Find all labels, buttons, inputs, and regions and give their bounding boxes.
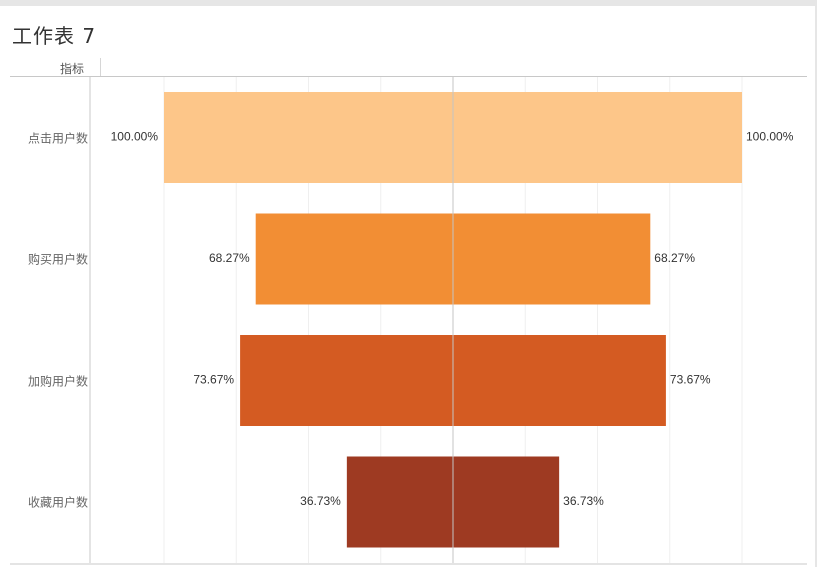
sheet-title: 工作表 7 [12, 24, 97, 48]
value-label-left-favorite: 36.73% [300, 494, 341, 508]
value-label-left-add-cart: 73.67% [193, 373, 234, 387]
bar-right-purchase[interactable] [453, 213, 651, 305]
value-label-left-purchase: 68.27% [209, 251, 250, 265]
value-label-right-favorite: 36.73% [563, 494, 604, 508]
bar-left-add-cart[interactable] [240, 335, 453, 426]
value-label-right-click: 100.00% [746, 130, 794, 144]
bar-right-favorite[interactable] [453, 456, 560, 548]
header-separator [100, 58, 101, 76]
bar-left-favorite[interactable] [346, 456, 453, 548]
value-label-right-add-cart: 73.67% [670, 373, 711, 387]
category-label-click: 点击用户数 [27, 131, 88, 145]
value-label-left-click: 100.00% [111, 130, 159, 144]
header-divider [10, 76, 807, 77]
window-right-border [815, 0, 817, 567]
window-top-border [0, 0, 817, 6]
category-label-add-cart: 加购用户数 [27, 374, 88, 388]
dimension-header: 指标 [60, 62, 85, 76]
bar-left-purchase[interactable] [255, 213, 453, 305]
category-label-purchase: 购买用户数 [27, 252, 88, 267]
category-label-favorite: 收藏用户数 [27, 495, 88, 510]
bar-right-add-cart[interactable] [453, 335, 666, 426]
value-label-right-purchase: 68.27% [654, 251, 695, 265]
bar-right-click[interactable] [453, 92, 742, 183]
bar-left-click[interactable] [164, 92, 453, 183]
